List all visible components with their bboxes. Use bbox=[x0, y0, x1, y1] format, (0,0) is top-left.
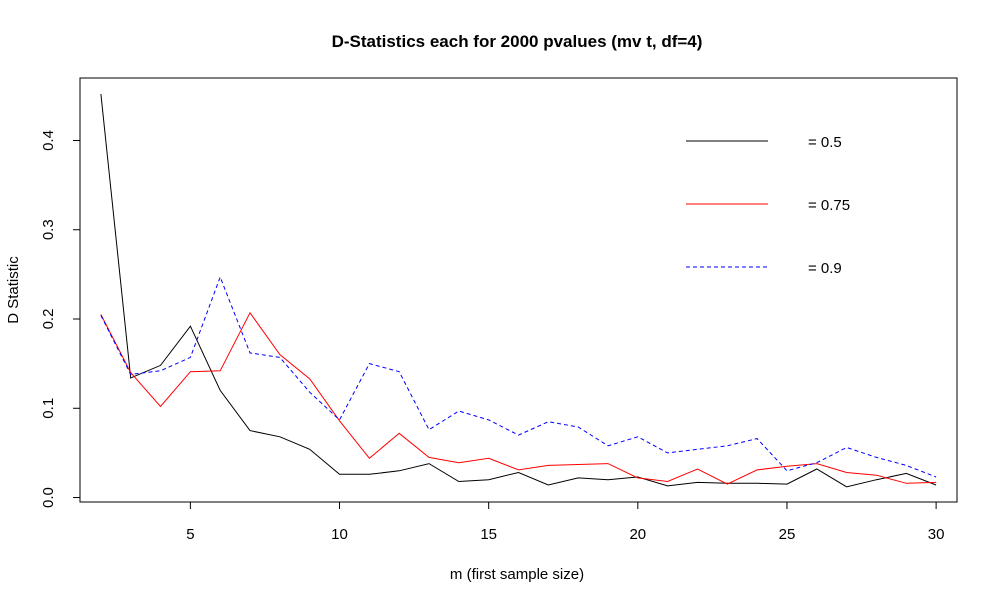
series-line-3 bbox=[100, 275, 937, 478]
series-line-2 bbox=[100, 311, 937, 485]
x-axis-label: m (first sample size) bbox=[450, 566, 584, 583]
legend: = 0.5 = 0.75 = 0.9 bbox=[686, 134, 850, 277]
series-layer bbox=[100, 94, 937, 488]
x-tick-label-25: 25 bbox=[779, 526, 796, 543]
legend-label-1: = 0.5 bbox=[808, 134, 842, 151]
series-line-1 bbox=[100, 94, 937, 488]
plot-frame bbox=[79, 77, 958, 503]
x-axis: 5 10 15 20 25 30 bbox=[186, 502, 944, 543]
legend-label-2: = 0.75 bbox=[808, 197, 850, 214]
x-tick-label-20: 20 bbox=[629, 526, 646, 543]
x-tick-label-5: 5 bbox=[186, 526, 194, 543]
y-tick-label-0: 0.0 bbox=[40, 487, 57, 508]
y-tick-label-0.3: 0.3 bbox=[40, 219, 57, 240]
y-axis: 0.0 0.1 0.2 0.3 0.4 bbox=[40, 130, 80, 508]
y-axis-label: D Statistic bbox=[5, 256, 22, 324]
y-tick-label-0.4: 0.4 bbox=[40, 130, 57, 151]
legend-label-3: = 0.9 bbox=[808, 260, 842, 277]
y-tick-label-0.2: 0.2 bbox=[40, 309, 57, 330]
y-tick-label-0.1: 0.1 bbox=[40, 398, 57, 419]
x-tick-label-30: 30 bbox=[928, 526, 945, 543]
chart-title: D-Statistics each for 2000 pvalues (mv t… bbox=[332, 32, 703, 51]
x-tick-label-15: 15 bbox=[480, 526, 497, 543]
x-tick-label-10: 10 bbox=[331, 526, 348, 543]
